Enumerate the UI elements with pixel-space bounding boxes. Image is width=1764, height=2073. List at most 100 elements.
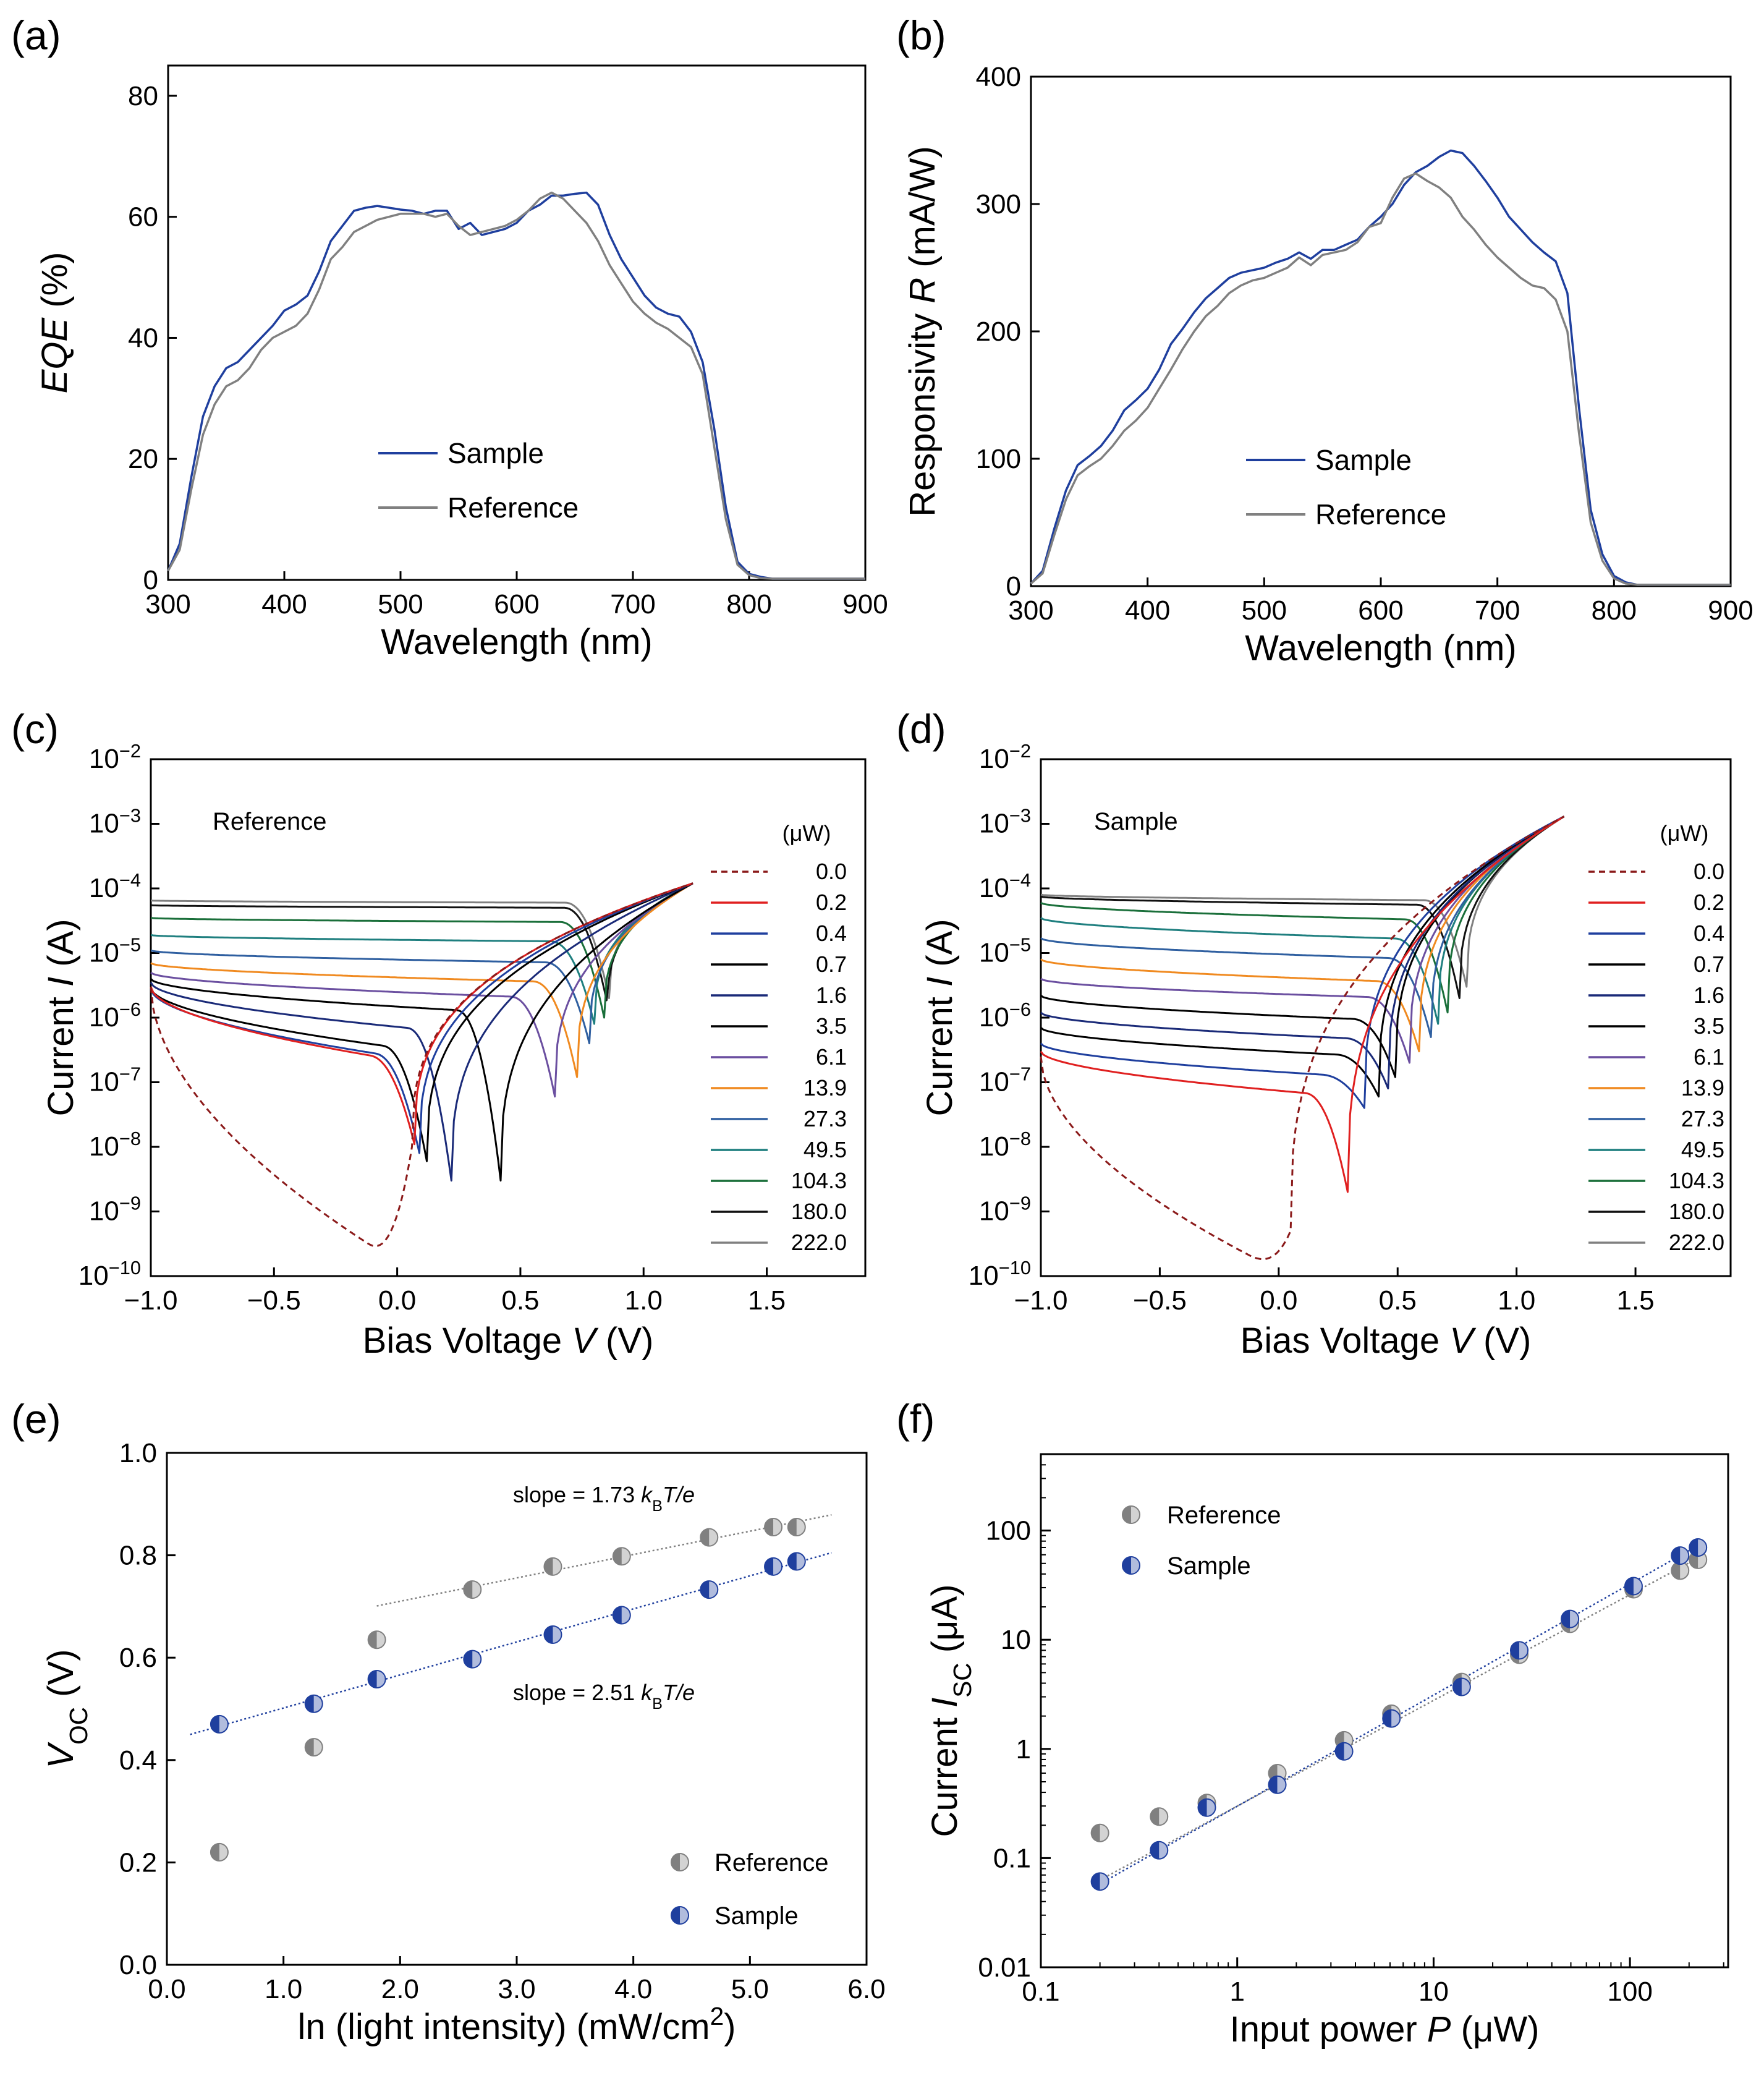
plot-frame (1040, 758, 1732, 1277)
marker-fill-left (787, 1552, 797, 1570)
y-tick-label: 200 (976, 317, 1021, 347)
marker-fill-right (219, 1715, 228, 1733)
legend-label-0.2: 0.2 (816, 890, 847, 915)
y-axis-title: Current ISC (μA) (925, 1585, 977, 1837)
x-axis-title: Bias Voltage V (V) (1240, 1321, 1532, 1361)
marker-fill-left (210, 1843, 219, 1861)
x-tick-label: 2.0 (381, 1974, 419, 2004)
y-tick-label: 0 (1006, 571, 1021, 602)
marker-fill-left (1689, 1538, 1698, 1556)
y-tick-label: 10−5 (89, 934, 141, 968)
marker-fill-left (1198, 1798, 1207, 1816)
x-tick-label: 10 (1418, 1977, 1449, 2007)
plot-frame (150, 758, 867, 1277)
x-tick-label: 0.5 (501, 1285, 539, 1316)
x-tick-label: 0.0 (1260, 1285, 1297, 1316)
marker-fill-left (671, 1907, 680, 1924)
marker-fill-right (313, 1739, 323, 1756)
marker-fill-right (1391, 1709, 1401, 1727)
marker-reference (764, 1518, 783, 1537)
x-tick-label: 3.0 (498, 1974, 535, 2004)
marker-reference (463, 1580, 482, 1599)
iv-curve-222.0 (1040, 815, 1565, 988)
x-tick-label: 4.0 (614, 1974, 652, 2004)
iv-curve-0.4 (1040, 815, 1565, 1109)
iv-curve-0.4 (150, 882, 693, 1154)
x-axis-title: Input power P (μW) (1230, 2009, 1540, 2050)
iv-curve-49.5 (1040, 815, 1565, 1025)
marker-sample (304, 1694, 323, 1713)
legend-label-6.1: 6.1 (816, 1044, 847, 1070)
marker-sample (1561, 1609, 1580, 1628)
marker-fill-right (1461, 1678, 1470, 1696)
marker-fill-left (544, 1625, 553, 1643)
legend-label-sample: Sample (715, 1902, 799, 1930)
x-tick-label: 600 (1358, 595, 1403, 626)
series-line-reference (167, 191, 865, 580)
marker-fill-left (305, 1695, 314, 1713)
legend-label-104.3: 104.3 (791, 1168, 847, 1193)
marker-fill-right (1344, 1742, 1353, 1760)
y-tick-label: 300 (976, 189, 1021, 219)
x-tick-label: 1.5 (1616, 1285, 1654, 1316)
fit-line-reference-fit (1100, 1557, 1698, 1881)
marker-fill-left (700, 1528, 710, 1546)
iv-curve-49.5 (150, 882, 693, 1025)
marker-fill-left (1671, 1562, 1681, 1580)
x-axis-title: Wavelength (nm) (1245, 628, 1516, 668)
legend-label-222.0: 222.0 (791, 1230, 847, 1255)
legend-label-sample: Sample (1315, 444, 1412, 476)
legend-label-0.7: 0.7 (1694, 951, 1724, 977)
x-tick-label: 800 (726, 589, 771, 619)
slope-annotation-sample: slope = 2.51 kBT/e (513, 1680, 695, 1713)
y-tick-label: 80 (128, 81, 158, 111)
marker-sample (1268, 1775, 1287, 1794)
marker-fill-right (1680, 1547, 1689, 1565)
marker-sample (787, 1552, 806, 1571)
x-tick-label: 500 (1242, 595, 1287, 626)
legend-marker-sample (671, 1906, 689, 1925)
marker-fill-right (796, 1518, 805, 1536)
y-tick-label: 0 (143, 565, 158, 595)
panel-label-d: (d) (896, 706, 946, 752)
marker-fill-left (1511, 1641, 1520, 1659)
iv-curve-180.0 (1040, 815, 1565, 999)
marker-fill-right (313, 1695, 323, 1713)
marker-fill-left (1091, 1873, 1100, 1891)
y-tick-label: 0.6 (119, 1643, 157, 1673)
legend-label-0.4: 0.4 (816, 921, 847, 946)
iv-curve-0.0 (1040, 815, 1565, 1261)
marker-fill-right (1131, 1506, 1140, 1523)
marker-fill-left (671, 1854, 680, 1871)
marker-fill-left (1150, 1841, 1160, 1859)
legend-label-180.0: 180.0 (1669, 1199, 1724, 1224)
legend-marker-reference (1122, 1505, 1140, 1524)
legend-label-reference: Reference (1167, 1502, 1281, 1529)
y-tick-label: 10−8 (979, 1128, 1031, 1162)
y-tick-label: 0.0 (119, 1950, 157, 1980)
series-line-sample (1030, 149, 1731, 586)
iv-curve-27.3 (1040, 815, 1565, 1038)
marker-fill-right (1633, 1577, 1642, 1595)
marker-fill-right (1100, 1824, 1109, 1842)
x-tick-label: 5.0 (731, 1974, 769, 2004)
y-tick-label: 10 (1001, 1625, 1031, 1655)
y-tick-label: 10−7 (89, 1063, 141, 1097)
iv-curve-13.9 (1040, 815, 1565, 1053)
iv-curve-0.7 (1040, 815, 1565, 1098)
marker-sample (1150, 1841, 1169, 1860)
marker-fill-right (773, 1557, 782, 1575)
marker-fill-left (787, 1518, 797, 1536)
marker-fill-right (472, 1650, 481, 1668)
marker-fill-right (773, 1518, 782, 1536)
y-tick-label: 10−10 (78, 1257, 141, 1292)
series-line-sample (167, 191, 865, 580)
y-tick-label: 10−10 (969, 1257, 1031, 1292)
marker-fill-right (1519, 1641, 1529, 1659)
marker-sample (1197, 1798, 1216, 1817)
marker-fill-left (613, 1547, 622, 1565)
marker-fill-right (219, 1843, 228, 1861)
marker-reference (367, 1630, 386, 1649)
slope-annotation-reference: slope = 1.73 kBT/e (513, 1482, 695, 1515)
marker-fill-right (553, 1625, 562, 1643)
